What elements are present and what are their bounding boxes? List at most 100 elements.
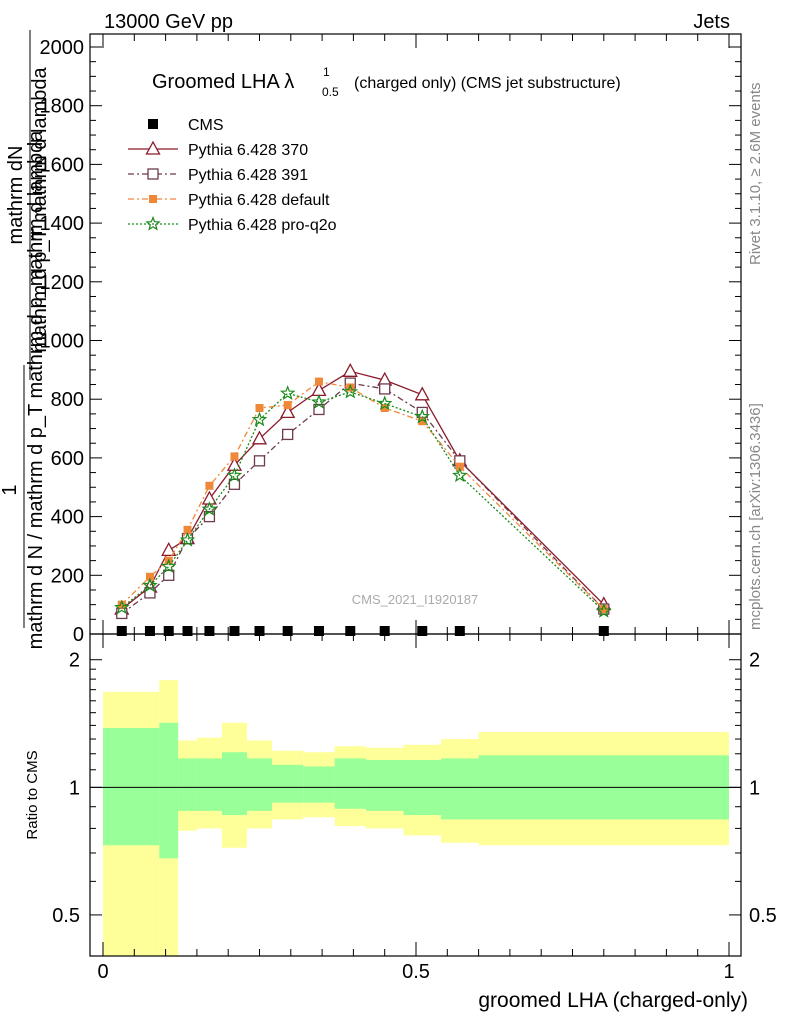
legend-label: Pythia 6.428 pro-q2o: [188, 217, 337, 234]
data-point: [255, 404, 264, 413]
ratio-y-tick-label: 0.5: [52, 905, 80, 927]
data-point: [251, 430, 268, 445]
data-point: [314, 377, 323, 386]
series-4: [114, 383, 612, 618]
y-tick-label: 200: [51, 565, 84, 587]
data-point: [179, 531, 196, 547]
green-band-bin: [159, 722, 179, 859]
title-main: Groomed LHA λ: [152, 71, 294, 93]
y-tick-label: 1400: [40, 213, 85, 235]
data-point: [282, 428, 294, 441]
data-point: [596, 602, 612, 618]
y-axis-label-bottom: mathrm d N / mathrm d p_T mathrm d p_mat…: [25, 130, 47, 650]
data-point: [253, 455, 266, 467]
y-tick-label: 1200: [40, 272, 85, 294]
title-subscript: 0.5: [322, 85, 339, 99]
data-point: [279, 385, 296, 400]
y-axis-label-top-denominator: mathrm d p_T mathrm d lambda: [29, 66, 51, 352]
data-point: [283, 401, 292, 410]
data-point: [311, 393, 327, 409]
ratio-y-tick-label-right: 1: [749, 777, 760, 799]
data-point: [117, 600, 126, 609]
data-point: [229, 626, 240, 636]
ratio-y-tick-label: 2: [69, 650, 80, 672]
series-2: [116, 377, 610, 620]
y-axis-label-top: mathrm dN: [5, 146, 27, 245]
data-point: [282, 626, 293, 636]
series-line: [121, 380, 605, 610]
y-axis-label-one: 1: [0, 484, 21, 495]
data-point: [182, 626, 193, 636]
energy-label: 13000 GeV pp: [104, 11, 233, 33]
legend-label: Pythia 6.428 370: [188, 142, 308, 159]
green-band: [103, 722, 729, 859]
rivet-label: Rivet 3.1.10, ≥ 2.6M events: [747, 83, 764, 266]
data-point: [114, 599, 130, 615]
green-band-bin: [303, 766, 335, 803]
y-tick-label: 1000: [40, 331, 85, 353]
y-tick-label: 0: [73, 624, 84, 646]
data-point: [346, 383, 355, 392]
y-tick-label: 1800: [40, 96, 85, 118]
legend: CMS Pythia 6.428 370 Pythia 6.428 391 Pythi…: [128, 117, 337, 234]
plot-title: Groomed LHA λ 1 0.5 (charged only) (CMS …: [152, 65, 621, 99]
data-point: [161, 541, 177, 557]
data-point: [599, 605, 608, 614]
data-point: [145, 572, 154, 581]
data-point: [313, 626, 324, 636]
series-3: [117, 377, 608, 614]
data-point: [454, 626, 465, 636]
process-label: Jets: [693, 11, 730, 33]
ratio-y-tick-label: 1: [69, 777, 80, 799]
x-tick-label: 0: [97, 961, 108, 983]
x-axis-label: groomed LHA (charged-only): [478, 989, 748, 1012]
y-tick-label: 400: [51, 507, 84, 529]
data-point: [183, 525, 192, 534]
green-band-bin: [441, 758, 479, 820]
data-point: [414, 386, 430, 401]
green-band-bin: [221, 752, 247, 816]
green-band-bin: [334, 758, 366, 809]
data-point: [414, 408, 430, 424]
data-point: [116, 626, 127, 636]
data-point: [201, 501, 218, 516]
data-point: [455, 462, 464, 471]
x-tick-label: 1: [723, 961, 734, 983]
ratio-y-tick-label-right: 0.5: [749, 905, 777, 927]
data-point: [230, 452, 239, 461]
legend-marker: [147, 168, 159, 180]
data-point: [226, 467, 243, 483]
y-axis-label: mathrm dN mathrm d p_T mathrm d lambda 1…: [0, 30, 51, 649]
y-tick-label: 1600: [40, 154, 85, 176]
ratio-y-tick-label-right: 2: [749, 650, 760, 672]
data-point: [380, 404, 389, 413]
mcplots-label: mcplots.cern.ch [arXiv:1306.3436]: [747, 403, 764, 630]
green-band-bin: [196, 758, 222, 811]
data-point: [280, 404, 296, 419]
legend-marker: [145, 215, 161, 231]
legend-marker: [149, 195, 157, 203]
data-point: [228, 478, 241, 490]
green-band-bin: [272, 764, 304, 803]
title-superscript: 1: [323, 65, 330, 79]
data-point: [205, 481, 214, 490]
data-point: [204, 626, 215, 636]
data-point: [163, 626, 174, 636]
main-plot-panel: 0 200 400 600 800 1000 1200 1400 1600 1800 2000 CM…: [0, 30, 742, 649]
series-line: [121, 370, 605, 610]
data-point: [160, 558, 177, 574]
data-point: [251, 411, 268, 427]
series-1: [114, 362, 612, 615]
legend-label: Pythia 6.428 default: [188, 192, 330, 209]
green-band-bin: [103, 728, 160, 846]
data-point: [376, 395, 393, 411]
y-tick-label: 600: [51, 448, 84, 470]
y-tick-label: 800: [51, 389, 84, 411]
series-line: [121, 382, 605, 615]
data-point: [345, 626, 356, 636]
title-suffix: (charged only) (CMS jet substructure): [354, 75, 621, 92]
x-tick-label: 0.5: [402, 961, 430, 983]
legend-marker: [145, 140, 161, 155]
y-tick-label: 2000: [40, 37, 85, 59]
data-point: [418, 417, 427, 426]
